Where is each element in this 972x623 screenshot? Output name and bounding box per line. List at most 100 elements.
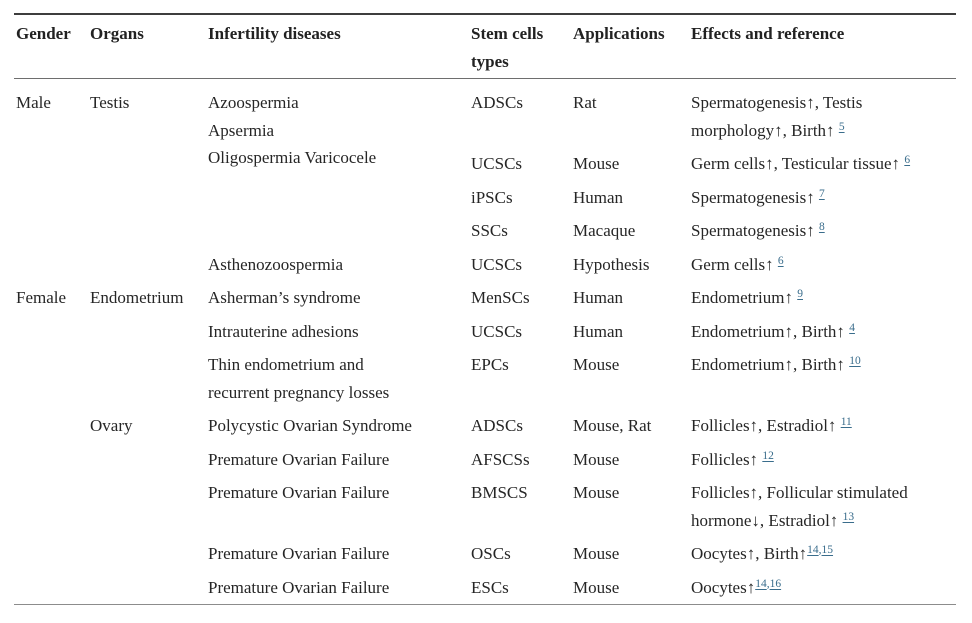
stem-cell-type-cell: iPSCs bbox=[471, 187, 513, 207]
table-row: Asthenozoospermia UCSCs Hypothesis Germ cel… bbox=[14, 248, 956, 282]
effects-cell: Endometrium↑, Birth↑ 4 bbox=[691, 321, 855, 341]
table-row: Ovary Polycystic Ovarian Syndrome ADSCs Mou… bbox=[14, 409, 956, 443]
effects-cell: Oocytes↑, Birth↑14,15 bbox=[691, 544, 834, 563]
stem-cell-type-cell: UCSCs bbox=[471, 154, 523, 173]
application-cell: Hypothesis bbox=[573, 254, 650, 274]
reference-superscript: 11 bbox=[841, 416, 852, 428]
reference-superscript: 4 bbox=[849, 322, 855, 334]
reference-separator: , bbox=[766, 577, 770, 590]
application-cell: Human bbox=[573, 288, 624, 307]
reference-separator: , bbox=[818, 544, 822, 556]
application-cell: Mouse bbox=[573, 544, 620, 563]
table-row: Thin endometrium and recurrent pregnancy … bbox=[14, 348, 956, 409]
table-row: Premature Ovarian Failure BMSCS Mouse Folli… bbox=[14, 476, 956, 537]
reference-link-7[interactable]: 7 bbox=[818, 187, 825, 200]
stem-cell-type-cell: OSCs bbox=[471, 544, 511, 563]
effects-cell: Germ cells↑, Testicular tissue↑ 6 bbox=[691, 154, 911, 173]
disease-cell: Thin endometrium and recurrent pregnancy … bbox=[208, 355, 390, 402]
disease-cell: Premature Ovarian Failure bbox=[208, 449, 390, 469]
effects-cell: Spermatogenesis↑, Testis morphology↑, Bir… bbox=[691, 93, 863, 140]
effects-cell: Spermatogenesis↑ 7 bbox=[691, 187, 825, 207]
reference-superscript: 6 bbox=[904, 154, 910, 166]
stem-cells-infertility-table: Gender Organs Infertility diseases Stem … bbox=[14, 13, 956, 605]
col-header-applications: Applications bbox=[573, 14, 691, 79]
effects-cell: Oocytes↑14,16 bbox=[691, 577, 782, 597]
effects-cell: Follicles↑ 12 bbox=[691, 449, 774, 469]
stem-cell-type-cell: SSCs bbox=[471, 221, 508, 240]
table-row: Male Testis Azoospermia Apsermia Oligospermi… bbox=[14, 79, 956, 167]
reference-link-6[interactable]: 6 bbox=[777, 254, 784, 267]
reference-superscript: 14,16 bbox=[755, 578, 781, 590]
stem-cell-type-cell: UCSCs bbox=[471, 254, 523, 274]
stem-cell-type-cell: MenSCs bbox=[471, 288, 530, 307]
col-header-infertility-diseases: Infertility diseases bbox=[208, 14, 471, 79]
application-cell: Mouse, Rat bbox=[573, 416, 652, 435]
effects-cell: Germ cells↑ 6 bbox=[691, 254, 784, 274]
application-cell: Mouse bbox=[573, 154, 620, 173]
reference-link-9[interactable]: 9 bbox=[797, 288, 803, 300]
col-header-stem-cells-types: Stem cells types bbox=[471, 14, 573, 79]
stem-cell-type-cell: ADSCs bbox=[471, 416, 523, 435]
table-header: Gender Organs Infertility diseases Stem … bbox=[14, 14, 956, 79]
reference-superscript: 9 bbox=[797, 288, 803, 300]
disease-cell: Premature Ovarian Failure bbox=[208, 577, 390, 597]
application-cell: Mouse bbox=[573, 577, 620, 597]
stem-cell-type-cell: ADSCs bbox=[471, 93, 523, 112]
disease-cell: Premature Ovarian Failure bbox=[208, 483, 390, 502]
reference-link-14[interactable]: 14 bbox=[755, 577, 767, 590]
reference-link-16[interactable]: 16 bbox=[769, 577, 782, 590]
stem-cell-type-cell: AFSCSs bbox=[471, 449, 530, 469]
reference-superscript: 8 bbox=[819, 221, 825, 233]
table-row: Premature Ovarian Failure AFSCSs Mouse Foll… bbox=[14, 443, 956, 477]
organs-cell: Testis bbox=[90, 93, 130, 112]
disease-cell: Polycystic Ovarian Syndrome bbox=[208, 416, 412, 435]
reference-link-14[interactable]: 14 bbox=[807, 544, 819, 556]
application-cell: Mouse bbox=[573, 449, 620, 469]
disease-cell: Intrauterine adhesions bbox=[208, 321, 359, 341]
table-row: iPSCs Human Spermatogenesis↑ 7 bbox=[14, 181, 956, 215]
table-row: UCSCs Mouse Germ cells↑, Testicular tissue… bbox=[14, 147, 956, 181]
reference-link-10[interactable]: 10 bbox=[849, 355, 861, 367]
disease-cell: Premature Ovarian Failure bbox=[208, 544, 390, 563]
reference-link-12[interactable]: 12 bbox=[762, 449, 774, 462]
application-cell: Rat bbox=[573, 93, 597, 112]
gender-cell: Male bbox=[16, 93, 51, 112]
application-cell: Human bbox=[573, 187, 624, 207]
effects-cell: Endometrium↑, Birth↑ 10 bbox=[691, 355, 861, 374]
stem-cell-type-cell: UCSCs bbox=[471, 321, 523, 341]
reference-superscript: 5 bbox=[839, 121, 845, 133]
table-row: Female Endometrium Asherman’s syndrome MenS… bbox=[14, 281, 956, 315]
reference-superscript: 13 bbox=[843, 511, 855, 523]
disease-cell: Asthenozoospermia bbox=[208, 254, 344, 274]
reference-link-15[interactable]: 15 bbox=[821, 544, 834, 556]
reference-superscript: 10 bbox=[849, 355, 861, 367]
reference-link-6[interactable]: 6 bbox=[904, 154, 911, 166]
application-cell: Macaque bbox=[573, 221, 636, 240]
col-header-gender: Gender bbox=[14, 14, 90, 79]
reference-link-8[interactable]: 8 bbox=[818, 221, 825, 233]
table-row: Intrauterine adhesions UCSCs Human Endometr… bbox=[14, 315, 956, 349]
col-header-organs: Organs bbox=[90, 14, 208, 79]
application-cell: Mouse bbox=[573, 355, 620, 374]
disease-cell: Azoospermia Apsermia Oligospermia Varicoce… bbox=[208, 93, 377, 167]
header-row: Gender Organs Infertility diseases Stem … bbox=[14, 14, 956, 79]
effects-cell: Follicles↑, Estradiol↑ 11 bbox=[691, 416, 852, 435]
stem-cell-type-cell: BMSCS bbox=[471, 483, 528, 502]
reference-superscript: 12 bbox=[762, 450, 774, 462]
table-row: Premature Ovarian Failure OSCs Mouse Oocyte… bbox=[14, 537, 956, 571]
effects-cell: Endometrium↑ 9 bbox=[691, 288, 803, 307]
table-row: Premature Ovarian Failure ESCs Mouse Oocyte… bbox=[14, 571, 956, 605]
stem-cell-type-cell: EPCs bbox=[471, 355, 509, 374]
reference-link-13[interactable]: 13 bbox=[842, 510, 855, 523]
organs-cell: Endometrium bbox=[90, 288, 184, 307]
stem-cell-type-cell: ESCs bbox=[471, 577, 509, 597]
effects-cell: Spermatogenesis↑ 8 bbox=[691, 221, 825, 240]
organs-cell: Ovary bbox=[90, 416, 133, 435]
reference-superscript: 7 bbox=[819, 188, 825, 200]
application-cell: Human bbox=[573, 321, 624, 341]
reference-link-11[interactable]: 11 bbox=[840, 416, 852, 428]
table-body: Male Testis Azoospermia Apsermia Oligospermi… bbox=[14, 79, 956, 605]
reference-link-5[interactable]: 5 bbox=[838, 120, 845, 133]
reference-link-4[interactable]: 4 bbox=[849, 321, 855, 334]
gender-cell: Female bbox=[16, 288, 67, 307]
